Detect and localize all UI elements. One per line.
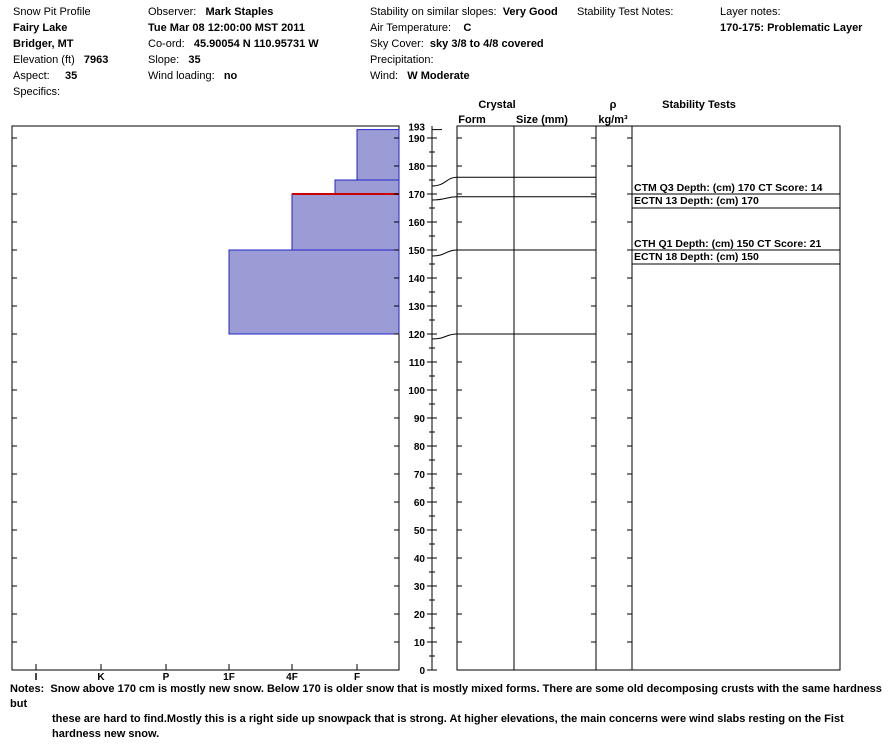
region-name: Bridger, MT <box>13 38 74 50</box>
hardness-layer-0 <box>356 129 400 181</box>
coord-value: 45.90054 N 110.95731 W <box>193 38 319 50</box>
hardness-layer-2 <box>291 193 400 251</box>
hardness-tick-label-I: I <box>35 672 38 682</box>
depth-tick-label-40: 40 <box>414 554 426 565</box>
depth-tick-label-80: 80 <box>414 442 426 453</box>
hardness-tick-label-4F: 4F <box>286 672 298 682</box>
col-size: Size (mm) <box>516 114 568 126</box>
stability-test-170-1: ECTN 13 Depth: (cm) 170 <box>634 195 759 207</box>
col-crystal: Crystal <box>478 99 515 111</box>
profile-title: Snow Pit Profile <box>13 6 91 18</box>
coord-label: Co-ord: <box>148 38 185 50</box>
hardness-tick-label-F: F <box>354 672 360 682</box>
layer-notes-value: 170-175: Problematic Layer <box>720 22 863 34</box>
depth-top-label: 193 <box>408 123 425 134</box>
boundary-connector-150 <box>431 249 458 257</box>
hardness-layers <box>228 129 400 335</box>
depth-tick-label-0: 0 <box>419 666 425 677</box>
notes-line-1: Notes: Snow above 170 cm is mostly new s… <box>10 682 882 712</box>
notes-text-1: Snow above 170 cm is mostly new snow. Be… <box>10 683 882 710</box>
wind-label: Wind: <box>370 70 399 82</box>
depth-tick-label-130: 130 <box>408 302 425 313</box>
hardness-plot-frame <box>11 125 400 671</box>
wind-row: Wind: W Moderate <box>370 68 470 84</box>
depth-tick-label-70: 70 <box>414 470 426 481</box>
elevation-label: Elevation (ft) <box>13 54 75 66</box>
observation-datetime: Tue Mar 08 12:00:00 MST 2011 <box>148 22 305 34</box>
col-stability-tests: Stability Tests <box>662 99 736 111</box>
air-temp-label: Air Temperature: <box>370 22 452 34</box>
air-temp-row: Air Temperature: C <box>370 20 471 36</box>
depth-tick-label-190: 190 <box>408 134 425 145</box>
stability-test-150-0: CTH Q1 Depth: (cm) 150 CT Score: 21 <box>634 238 821 250</box>
layer-table-frame <box>456 125 841 671</box>
wind-loading-label: Wind loading: <box>148 70 215 82</box>
hardness-tick-label-K: K <box>97 672 105 682</box>
hardness-tick-label-1F: 1F <box>223 672 235 682</box>
stability-label: Stability on similar slopes: <box>370 6 497 18</box>
stability-row: Stability on similar slopes: Very Good <box>370 4 558 20</box>
col-form: Form <box>458 114 486 126</box>
depth-tick-label-30: 30 <box>414 582 426 593</box>
depth-tick-label-110: 110 <box>409 358 426 369</box>
aspect-value: 35 <box>64 70 78 82</box>
aspect-row: Aspect: 35 <box>13 68 77 84</box>
hardness-layer-1 <box>334 179 400 195</box>
depth-tick-label-180: 180 <box>408 162 425 173</box>
stability-test-notes-label: Stability Test Notes: <box>577 6 674 18</box>
observer-value: Mark Staples <box>205 6 274 18</box>
col-density: ρ <box>610 99 617 111</box>
coord-row: Co-ord: 45.90054 N 110.95731 W <box>148 36 319 52</box>
boundary-connector-169 <box>431 196 458 201</box>
depth-tick-label-140: 140 <box>408 274 425 285</box>
depth-tick-label-60: 60 <box>414 498 426 509</box>
depth-axis: 1901801701601501401301201101009080706050… <box>408 123 632 677</box>
depth-tick-label-100: 100 <box>408 386 425 397</box>
notes-block: Notes: Snow above 170 cm is mostly new s… <box>10 682 882 742</box>
wind-loading-value: no <box>223 70 238 82</box>
specifics-label: Specifics: <box>13 86 61 98</box>
wind-loading-row: Wind loading: no <box>148 68 237 84</box>
layer-boundaries <box>431 176 596 340</box>
precipitation-label: Precipitation: <box>370 54 434 66</box>
depth-tick-label-160: 160 <box>408 218 425 229</box>
col-density-unit: kg/m³ <box>598 114 628 126</box>
air-temp-value: C <box>463 22 472 34</box>
stability-value: Very Good <box>502 6 558 18</box>
slope-row: Slope: 35 <box>148 52 201 68</box>
slope-value: 35 <box>188 54 201 66</box>
sky-cover-row: Sky Cover: sky 3/8 to 4/8 covered <box>370 36 544 52</box>
slope-label: Slope: <box>148 54 180 66</box>
depth-tick-label-170: 170 <box>408 190 425 201</box>
depth-tick-label-10: 10 <box>414 638 426 649</box>
depth-tick-label-20: 20 <box>414 610 426 621</box>
observer-row: Observer: Mark Staples <box>148 4 273 20</box>
wind-value: W Moderate <box>407 70 470 82</box>
hardness-axis: I K P 1F 4F F <box>12 137 399 682</box>
hardness-tick-label-P: P <box>163 672 170 682</box>
sky-cover-value: sky 3/8 to 4/8 covered <box>429 38 544 50</box>
depth-tick-label-50: 50 <box>414 526 426 537</box>
depth-tick-label-90: 90 <box>414 414 426 425</box>
notes-line-3: hardness new snow. <box>52 728 160 740</box>
depth-tick-label-120: 120 <box>408 330 425 341</box>
location-name: Fairy Lake <box>13 22 68 34</box>
observer-label: Observer: <box>148 6 197 18</box>
depth-tick-label-150: 150 <box>408 246 425 257</box>
boundary-connector-176 <box>431 176 458 187</box>
aspect-label: Aspect: <box>13 70 50 82</box>
sky-cover-label: Sky Cover: <box>370 38 424 50</box>
stability-test-150-1: ECTN 18 Depth: (cm) 150 <box>634 251 759 263</box>
hardness-layer-3 <box>228 249 400 335</box>
notes-line-2: these are hard to find.Mostly this is a … <box>52 713 844 725</box>
stability-test-list: CTH Q1 Depth: (cm) 150 CT Score: 21ECTN … <box>632 182 840 265</box>
elevation-value: 7963 <box>83 54 109 66</box>
snow-pit-chart: Crystal Form Size (mm) ρ kg/m³ Stability… <box>11 99 841 682</box>
elevation-row: Elevation (ft) 7963 <box>13 52 108 68</box>
stability-test-170-0: CTM Q3 Depth: (cm) 170 CT Score: 14 <box>634 182 823 194</box>
notes-label: Notes: <box>10 683 45 695</box>
boundary-connector-120 <box>431 333 458 340</box>
layer-notes-label: Layer notes: <box>720 6 781 18</box>
